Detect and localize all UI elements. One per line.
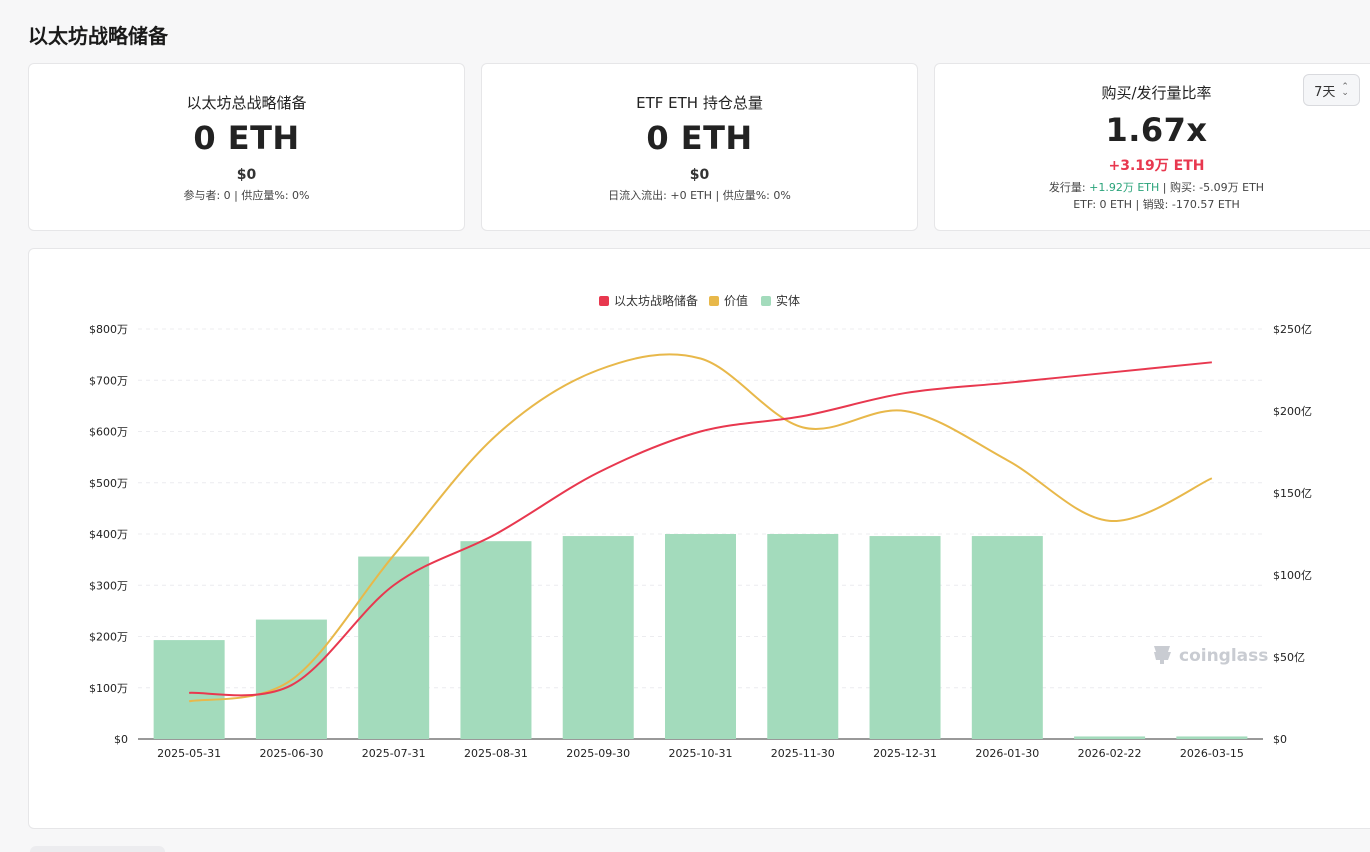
y-left-tick-label: $600万 <box>89 426 128 439</box>
y-right-tick-label: $200亿 <box>1273 405 1312 418</box>
y-left-tick-label: $700万 <box>89 374 128 387</box>
chart-card: $0 $100万 $200万 $300万 $400万 $500万 $600万 $700万 $80… <box>28 248 1370 829</box>
y-right-tick-label: $250亿 <box>1273 323 1312 336</box>
y-left-tick-label: $200万 <box>89 631 128 644</box>
x-tick-label: 2026-02-22 <box>1078 747 1142 760</box>
card-usd-value: $0 <box>236 167 257 183</box>
x-tick-label: 2026-01-30 <box>975 747 1039 760</box>
x-tick-label: 2026-03-15 <box>1180 747 1244 760</box>
coinglass-logo-icon <box>1154 646 1171 664</box>
bar <box>767 534 839 739</box>
x-tick-label: 2025-08-31 <box>464 747 528 760</box>
legend-label: 以太坊战略储备 <box>614 293 698 308</box>
chevron-updown-icon: ⌃ ⌄ <box>1341 82 1349 98</box>
legend-swatch <box>599 296 609 306</box>
y-left-tick-label: $0 <box>114 733 128 746</box>
x-tick-label: 2025-05-31 <box>157 747 221 760</box>
y-left-tick-label: $100万 <box>89 682 128 695</box>
legend-label: 价值 <box>724 293 748 308</box>
legend-label: 实体 <box>776 293 800 308</box>
x-tick-label: 2025-12-31 <box>873 747 937 760</box>
ratio-value: 1.67x <box>1105 111 1208 149</box>
y-left-tick-label: $300万 <box>89 579 128 592</box>
bar <box>460 541 532 739</box>
ratio-meta-line2: ETF: 0 ETH | 销毁: -170.57 ETH <box>1073 198 1240 211</box>
page-title: 以太坊战略储备 <box>28 24 168 48</box>
x-tick-label: 2025-09-30 <box>566 747 630 760</box>
y-left-tick-label: $400万 <box>89 528 128 541</box>
legend-swatch <box>761 296 771 306</box>
card-title: 购买/发行量比率 <box>1101 84 1212 102</box>
issue-value: +1.92万 ETH <box>1089 181 1160 194</box>
card-usd-value: $0 <box>689 167 710 183</box>
y-right-tick-label: $150亿 <box>1273 487 1312 500</box>
buy-text: | 购买: -5.09万 ETH <box>1159 181 1265 194</box>
x-tick-label: 2025-10-31 <box>669 747 733 760</box>
watermark-text: coinglass <box>1179 646 1268 666</box>
card-meta: 参与者: 0 | 供应量%: 0% <box>183 189 310 202</box>
card-title: 以太坊总战略储备 <box>186 94 307 112</box>
x-tick-label: 2025-11-30 <box>771 747 835 760</box>
buy-issue-ratio-card: 7天 ⌃ ⌄ 购买/发行量比率 1.67x +3.19万 ETH 发行量: +1.… <box>934 63 1370 231</box>
ratio-delta: +3.19万 ETH <box>1108 158 1205 174</box>
etf-holdings-card: ETF ETH 持仓总量 0 ETH $0 日流入流出: +0 ETH | 供应… <box>481 63 918 231</box>
y-left-tick-label: $500万 <box>89 477 128 490</box>
x-tick-label: 2025-07-31 <box>362 747 426 760</box>
x-tick-label: 2025-06-30 <box>259 747 323 760</box>
bar <box>1176 736 1248 739</box>
card-meta: 日流入流出: +0 ETH | 供应量%: 0% <box>608 189 791 202</box>
bar <box>562 536 634 739</box>
y-left-tick-label: $800万 <box>89 323 128 336</box>
issue-label: 发行量: <box>1048 181 1090 194</box>
ratio-meta-line1: 发行量: +1.92万 ETH | 购买: -5.09万 ETH <box>935 179 1370 196</box>
bar <box>971 536 1043 739</box>
y-right-tick-label: $100亿 <box>1273 569 1312 582</box>
series-line <box>188 353 1213 703</box>
card-title: ETF ETH 持仓总量 <box>636 94 763 112</box>
y-right-tick-label: $50亿 <box>1273 651 1305 664</box>
bar <box>1074 736 1146 739</box>
y-right-tick-label: $0 <box>1273 733 1287 746</box>
bar <box>665 534 736 739</box>
bar <box>153 640 225 739</box>
period-select[interactable]: 7天 ⌃ ⌄ <box>1303 74 1360 106</box>
bottom-tabs <box>30 846 165 852</box>
bar <box>869 536 941 739</box>
legend-swatch <box>709 296 719 306</box>
card-value: 0 ETH <box>193 119 300 157</box>
period-select-value: 7天 <box>1314 84 1336 100</box>
card-value: 0 ETH <box>646 119 753 157</box>
series-line <box>189 361 1212 697</box>
total-reserve-card: 以太坊总战略储备 0 ETH $0 参与者: 0 | 供应量%: 0% <box>28 63 465 231</box>
reserve-chart: $0 $100万 $200万 $300万 $400万 $500万 $600万 $700万 $80… <box>89 293 1312 760</box>
bar <box>358 556 430 739</box>
